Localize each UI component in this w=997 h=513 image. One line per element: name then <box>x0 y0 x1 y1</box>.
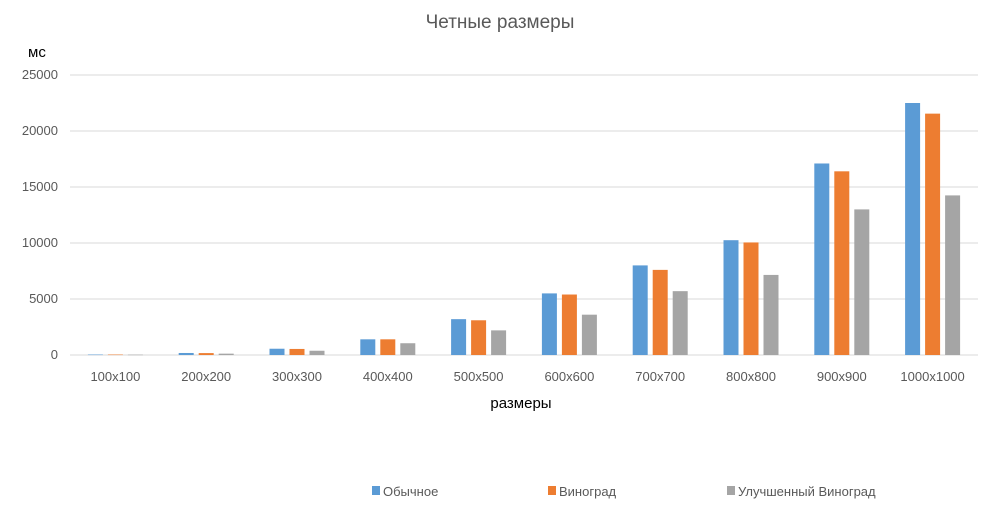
bar <box>763 274 779 355</box>
bar <box>581 314 597 355</box>
bar <box>652 269 668 355</box>
legend-swatch <box>548 486 556 495</box>
y-axis-ticks: 0 5000 10000 15000 20000 25000 <box>22 67 58 362</box>
bar <box>672 291 688 355</box>
bar <box>309 350 325 355</box>
bar <box>360 339 376 355</box>
bar <box>905 103 921 355</box>
bar <box>269 348 285 355</box>
x-tick-label: 300x300 <box>272 369 322 384</box>
x-axis-label: размеры <box>490 395 551 412</box>
legend-swatch <box>727 486 735 495</box>
bar <box>400 343 416 355</box>
y-axis-label: мс <box>28 44 46 61</box>
bar <box>925 113 941 355</box>
legend-label: Обычное <box>383 484 438 499</box>
x-tick-label: 400x400 <box>363 369 413 384</box>
bar <box>218 353 234 355</box>
x-tick-label: 1000x1000 <box>900 369 964 384</box>
legend-swatch <box>372 486 380 495</box>
legend-label: Виноград <box>559 484 617 499</box>
bar <box>491 330 507 355</box>
bar <box>198 353 214 355</box>
bar <box>743 242 759 355</box>
bar <box>561 294 577 355</box>
bar <box>87 354 103 356</box>
bar <box>451 319 467 355</box>
y-tick-label: 5000 <box>29 291 58 306</box>
bar <box>127 354 143 356</box>
legend: Обычное Виноград Улучшенный Виноград <box>372 484 876 499</box>
bar <box>541 293 557 355</box>
bars <box>87 103 961 356</box>
bar <box>289 348 305 355</box>
x-axis-ticks: 100x100 200x200 300x300 400x400 500x500 600x6… <box>90 369 964 384</box>
x-tick-label: 700x700 <box>635 369 685 384</box>
x-tick-label: 800x800 <box>726 369 776 384</box>
bar <box>945 195 961 355</box>
bar <box>471 320 487 355</box>
y-tick-label: 25000 <box>22 67 58 82</box>
bar <box>632 265 648 355</box>
chart-title: Четные размеры <box>426 12 575 33</box>
bar <box>178 352 194 355</box>
y-tick-label: 20000 <box>22 123 58 138</box>
y-tick-label: 10000 <box>22 235 58 250</box>
bar <box>107 354 123 356</box>
bar <box>814 163 830 355</box>
x-tick-label: 200x200 <box>181 369 231 384</box>
legend-label: Улучшенный Виноград <box>738 484 876 499</box>
y-tick-label: 15000 <box>22 179 58 194</box>
bar <box>380 339 396 355</box>
x-tick-label: 600x600 <box>544 369 594 384</box>
x-tick-label: 500x500 <box>454 369 504 384</box>
bar <box>854 209 870 355</box>
x-tick-label: 100x100 <box>90 369 140 384</box>
x-tick-label: 900x900 <box>817 369 867 384</box>
bar <box>834 171 850 355</box>
bar <box>723 240 739 355</box>
y-tick-label: 0 <box>51 347 58 362</box>
